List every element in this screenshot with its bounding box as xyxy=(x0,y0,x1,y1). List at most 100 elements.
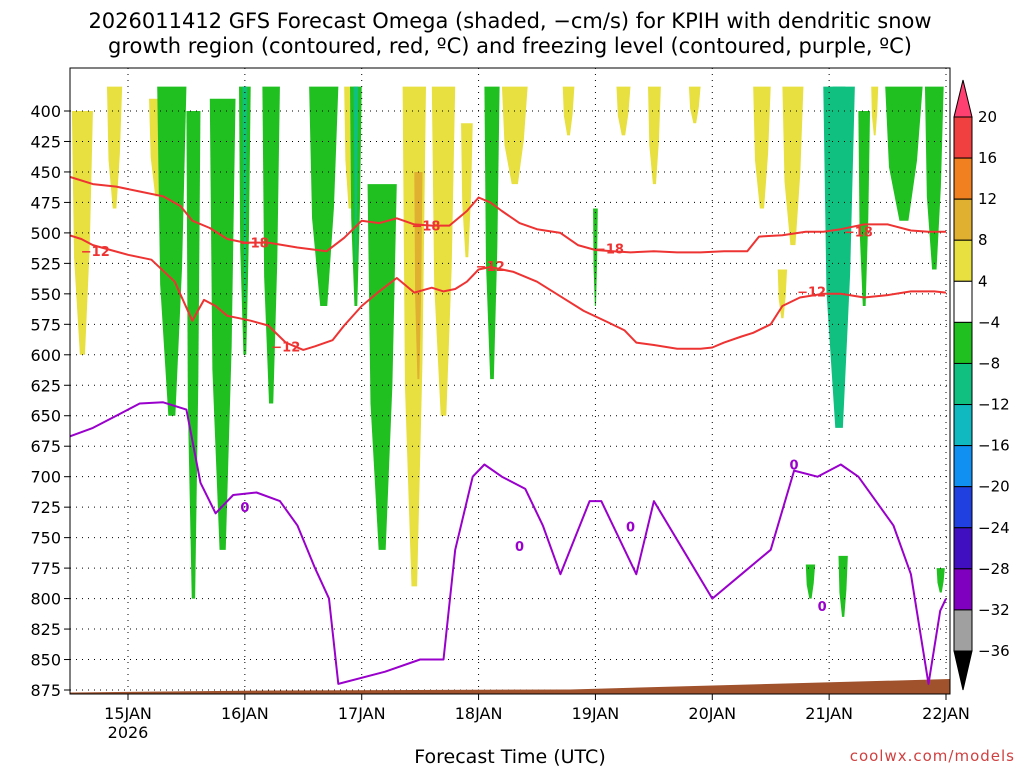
terrain-fill xyxy=(70,679,950,694)
x-tick-label: 22JAN xyxy=(922,704,970,723)
colorbar-tick-label: 20 xyxy=(978,108,997,126)
colorbar-tick-label: −32 xyxy=(978,601,1010,619)
y-tick-label: 425 xyxy=(30,132,61,151)
colorbar-segment xyxy=(953,321,973,364)
colorbar-segment xyxy=(953,568,973,611)
colorbar-tick-label: 8 xyxy=(978,231,988,249)
omega-shade-region xyxy=(106,86,123,209)
x-tick-label: 16JAN xyxy=(221,704,269,723)
terrain xyxy=(70,679,950,694)
omega-shade-region xyxy=(782,86,804,246)
colorbar-bottom-arrow xyxy=(953,650,973,691)
y-tick-label: 500 xyxy=(30,224,61,243)
omega-shade-region xyxy=(805,564,816,599)
y-tick-label: 750 xyxy=(30,529,61,548)
x-tick-label: 15JAN xyxy=(104,704,152,723)
omega-shade-region xyxy=(858,111,871,307)
omega-shade-region xyxy=(431,86,456,416)
colorbar-tick-label: −24 xyxy=(978,519,1010,537)
colorbar-tick-label: −8 xyxy=(978,354,1000,372)
grid-lines xyxy=(70,68,950,694)
y-tick-label: 850 xyxy=(30,651,61,670)
colorbar-segment xyxy=(953,198,973,241)
omega-shade-core xyxy=(353,86,359,263)
omega-shade-region xyxy=(838,555,848,617)
omega-shade-region xyxy=(484,86,500,380)
x-tick-label: 18JAN xyxy=(455,704,503,723)
y-tick-label: 725 xyxy=(30,498,61,517)
omega-shade-region xyxy=(209,98,236,550)
contour-label: −12 xyxy=(271,340,300,355)
y-tick-label: 700 xyxy=(30,468,61,487)
colorbar-tick-label: −12 xyxy=(978,396,1010,414)
contour-label: −12 xyxy=(476,260,505,275)
y-tick-label: 875 xyxy=(30,681,61,700)
contour-line xyxy=(70,234,947,351)
contour-line xyxy=(70,175,946,254)
x-tick-label: 17JAN xyxy=(338,704,386,723)
y-tick-label: 600 xyxy=(30,346,61,365)
contour-line xyxy=(70,401,947,685)
colorbar-segment xyxy=(953,527,973,570)
contour-label: −18 xyxy=(844,226,873,241)
colorbar-segment xyxy=(953,404,973,447)
contour-label: −18 xyxy=(411,220,440,235)
x-axis-label: Forecast Time (UTC) xyxy=(414,746,605,768)
colorbar: 20 16 12 8 4 −4 −8 −12 −16 −20 −24 −28 −32 −36 xyxy=(953,79,1010,691)
x-tick-label: 19JAN xyxy=(572,704,620,723)
omega-shade-region xyxy=(593,208,598,307)
y-tick-label: 525 xyxy=(30,254,61,273)
colorbar-segment xyxy=(953,609,973,652)
y-tick-label: 625 xyxy=(30,376,61,395)
omega-shade-core xyxy=(832,86,846,360)
y-tick-label: 450 xyxy=(30,163,61,182)
omega-shade-region xyxy=(367,184,397,550)
y-tick-label: 775 xyxy=(30,559,61,578)
colorbar-segment xyxy=(953,239,973,282)
contour-label: 0 xyxy=(818,600,827,615)
colorbar-tick-label: 16 xyxy=(978,149,997,167)
colorbar-tick-label: 4 xyxy=(978,272,988,290)
contour-labels: −12 −12 −12 −12 −18 −18 −18 −18 0 0 0 0 0 xyxy=(81,220,873,615)
colorbar-tick-label: −4 xyxy=(978,313,1000,331)
y-axis: 400 425 450 475 500 525 550 575 600 625 650 675 700 7… xyxy=(30,102,70,700)
omega-shade-core xyxy=(242,86,248,302)
contours xyxy=(70,175,947,685)
colorbar-segment xyxy=(953,445,973,488)
colorbar-segment xyxy=(953,280,973,323)
omega-shade-region xyxy=(688,86,701,124)
omega-shade-region xyxy=(461,123,473,258)
contour-label: −12 xyxy=(81,245,110,260)
colorbar-tick-label: 12 xyxy=(978,190,997,208)
colorbar-segment xyxy=(953,362,973,406)
plot-frame xyxy=(69,67,951,695)
colorbar-tick-label: −16 xyxy=(978,437,1010,455)
omega-shade-region xyxy=(753,86,771,209)
colorbar-top-arrow xyxy=(953,79,973,118)
colorbar-segment xyxy=(953,157,973,200)
colorbar-segment xyxy=(953,486,973,529)
omega-shade-region xyxy=(924,86,944,270)
colorbar-tick-label: −36 xyxy=(978,642,1010,660)
colorbar-segment xyxy=(953,116,973,159)
y-tick-label: 400 xyxy=(30,102,61,121)
y-tick-label: 575 xyxy=(30,315,61,334)
y-tick-label: 650 xyxy=(30,407,61,426)
y-tick-label: 475 xyxy=(30,193,61,212)
x-tick-sublabel: 2026 xyxy=(108,723,149,742)
x-tick-label: 20JAN xyxy=(688,704,736,723)
omega-shade-region xyxy=(936,568,945,593)
y-tick-label: 550 xyxy=(30,285,61,304)
contour-label: 0 xyxy=(515,540,524,555)
contour-label: 0 xyxy=(240,501,249,516)
x-tick-label: 21JAN xyxy=(805,704,853,723)
omega-shade-region xyxy=(648,86,661,185)
y-tick-label: 825 xyxy=(30,620,61,639)
contour-label: 0 xyxy=(790,458,799,473)
omega-shade-region xyxy=(157,86,187,416)
chart-title-line-2: growth region (contoured, red, ºC) and f… xyxy=(108,34,912,58)
omega-shade-region xyxy=(616,86,631,136)
colorbar-tick-label: −20 xyxy=(978,478,1010,496)
omega-shade-region xyxy=(777,269,788,319)
